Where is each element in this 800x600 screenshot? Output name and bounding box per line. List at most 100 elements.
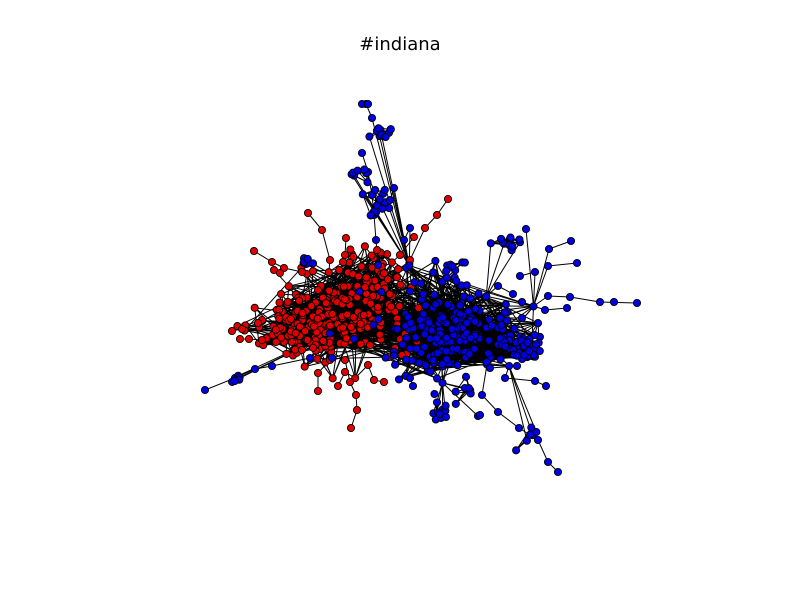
graph-node-blue [431, 256, 440, 265]
graph-node-red [235, 334, 245, 344]
graph-node-red [297, 345, 307, 355]
graph-edge [497, 411, 520, 429]
graph-node-red [249, 246, 259, 256]
graph-node-blue [517, 297, 527, 307]
graph-node-blue [267, 361, 277, 371]
graph-edge [321, 229, 331, 261]
graph-edge [508, 365, 528, 441]
graph-node-blue [513, 351, 522, 360]
graph-node-red [375, 330, 384, 339]
graph-node-red [291, 345, 300, 354]
graph-node-blue [515, 271, 525, 281]
graph-node-blue [530, 376, 540, 386]
graph-node-blue [373, 260, 383, 270]
graph-node-red [308, 267, 317, 276]
graph-node-red [379, 269, 389, 278]
graph-node-blue [389, 183, 399, 193]
graph-node-red [369, 291, 378, 300]
graph-node-red [253, 318, 263, 328]
graph-node-blue [503, 316, 512, 325]
graph-node-blue [525, 430, 535, 439]
graph-node-blue [250, 364, 260, 374]
graph-edge [485, 243, 505, 297]
graph-node-blue [565, 292, 575, 302]
graph-node-blue [433, 348, 442, 358]
graph-node-red [271, 325, 280, 334]
graph-node-blue [442, 347, 451, 356]
graph-node-red [443, 194, 453, 204]
graph-node-blue [523, 338, 532, 347]
graph-node-blue [541, 381, 551, 391]
graph-edge [271, 357, 311, 367]
graph-node-red [313, 285, 323, 295]
graph-node-blue [517, 313, 527, 323]
graph-node-red [354, 272, 363, 281]
graph-node-blue [303, 254, 312, 263]
graph-node-blue [378, 204, 387, 213]
graph-node-blue [366, 211, 375, 220]
graph-node-red [277, 289, 286, 299]
graph-node-blue [451, 387, 460, 396]
graph-node-blue [443, 300, 452, 309]
graph-node-blue [371, 235, 381, 245]
graph-node-blue [426, 367, 435, 376]
graph-node-red [361, 283, 370, 292]
graph-node-blue [442, 273, 451, 282]
graph-node-red [257, 335, 267, 345]
graph-node-blue [358, 190, 367, 199]
graph-node-red [324, 268, 333, 277]
graph-node-blue [432, 398, 442, 407]
graph-node-blue [200, 385, 210, 395]
graph-node-blue [474, 289, 483, 298]
graph-node-red [313, 368, 323, 378]
graph-node-blue [447, 324, 456, 334]
graph-node-red [321, 299, 331, 308]
graph-node-red [275, 305, 284, 314]
graph-node-blue [533, 319, 543, 328]
graph-node-blue [305, 353, 315, 363]
graph-node-blue [405, 373, 415, 383]
graph-node-red [286, 314, 295, 323]
graph-node-blue [398, 340, 407, 349]
graph-node-blue [497, 234, 506, 243]
graph-node-red [363, 360, 373, 370]
graph-node-blue [391, 360, 400, 369]
graph-node-blue [369, 320, 378, 329]
graph-node-red [356, 339, 365, 349]
graph-node-red [352, 405, 362, 415]
graph-node-blue [514, 423, 524, 433]
graph-node-blue [485, 336, 494, 345]
graph-node-red [244, 334, 254, 344]
graph-node-red [267, 257, 277, 267]
graph-node-red [387, 258, 396, 267]
graph-node-red [395, 250, 405, 260]
graph-node-blue [402, 333, 411, 342]
graph-node-blue [497, 320, 506, 329]
graph-node-blue [460, 258, 469, 267]
graph-node-blue [420, 330, 429, 339]
graph-node-red [335, 265, 344, 275]
graph-node-blue [544, 244, 554, 254]
graph-node-red [227, 326, 237, 336]
graph-edge [485, 243, 492, 297]
graph-node-red [250, 303, 259, 312]
graph-edge [373, 214, 377, 241]
graph-node-blue [425, 334, 435, 343]
graph-edge [432, 382, 443, 414]
graph-node-blue [405, 223, 415, 233]
graph-node-red [409, 232, 419, 242]
graph-node-blue [508, 289, 518, 299]
graph-node-red [275, 298, 284, 307]
graph-node-red [373, 246, 382, 255]
graph-node-blue [406, 344, 415, 353]
graph-node-blue [421, 301, 430, 310]
graph-node-blue [432, 334, 441, 343]
graph-node-blue [367, 113, 377, 123]
graph-node-blue [408, 381, 418, 391]
graph-node-blue [484, 349, 493, 358]
edges-layer [204, 103, 638, 473]
graph-node-red [298, 308, 307, 318]
graph-node-red [303, 208, 313, 218]
graph-node-red [356, 319, 365, 328]
graph-node-blue [419, 289, 428, 299]
